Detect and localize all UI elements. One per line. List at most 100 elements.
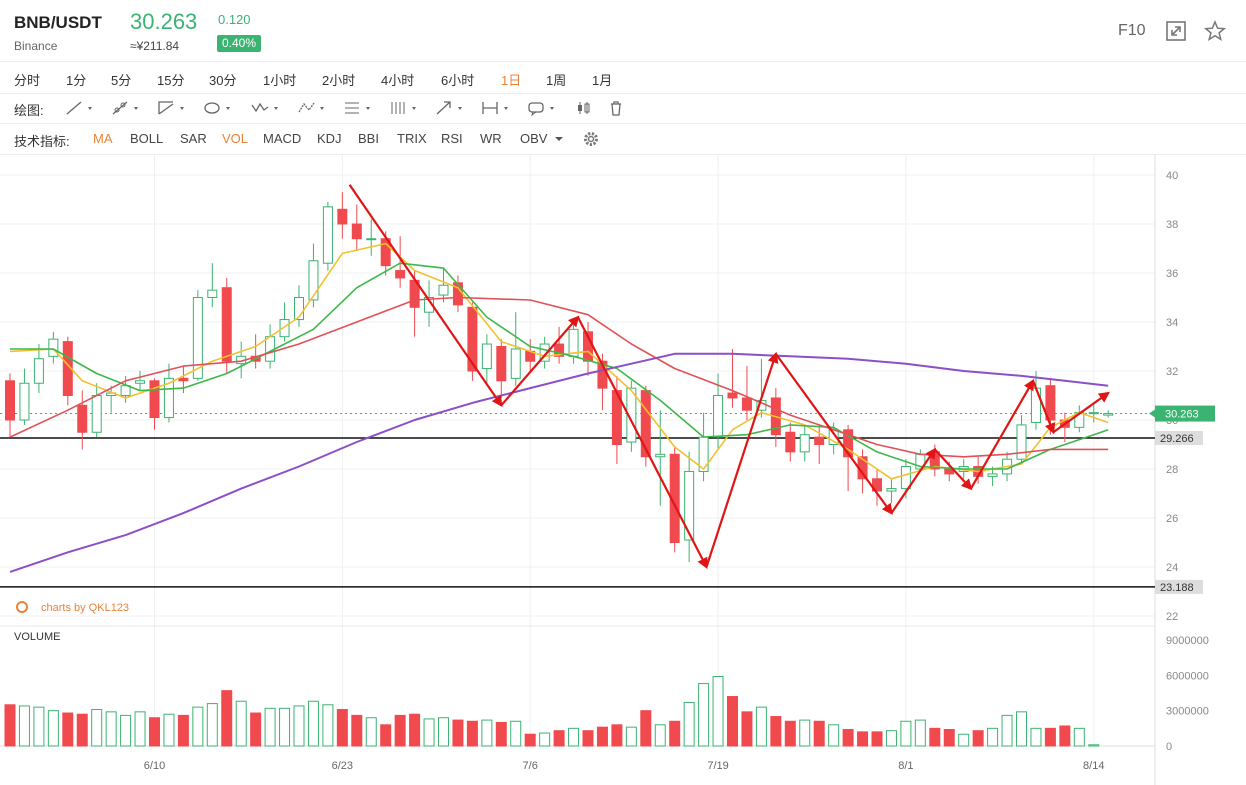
x-tick-label: 8/1 [898, 760, 913, 772]
volume-bar [871, 731, 883, 747]
ma-line-1 [10, 262, 1109, 470]
obv-dropdown-icon[interactable] [554, 134, 564, 144]
annotation-arrow [969, 378, 1035, 490]
candle-body [207, 289, 218, 298]
current-price-tag: 30.263 [1165, 409, 1199, 421]
indicator-trix[interactable]: TRIX [397, 131, 427, 146]
volume-tick-label: 6000000 [1166, 670, 1209, 682]
candle-body [727, 392, 738, 399]
volume-bar [438, 717, 449, 747]
volume-bar [1059, 725, 1071, 747]
candle-body [5, 380, 15, 421]
candle-body [481, 343, 492, 370]
change-percent-badge: 0.40% [217, 35, 262, 52]
y-tick-label: 28 [1166, 464, 1178, 476]
volume-tick-label: 0 [1166, 741, 1172, 753]
ellipse-tool-icon[interactable] [202, 99, 236, 117]
indicator-kdj[interactable]: KDJ [317, 131, 342, 146]
annotation-arrow [890, 447, 937, 514]
indicator-vol[interactable]: VOL [222, 131, 249, 146]
settings-gear-icon[interactable] [582, 130, 600, 148]
volume-bar [206, 703, 218, 747]
indicator-obv[interactable]: OBV [520, 131, 548, 146]
candle-body [163, 377, 174, 419]
volume-bar [654, 724, 666, 747]
volume-bar [900, 720, 912, 747]
candle-body [366, 238, 377, 241]
f10-button[interactable]: F10 [1118, 22, 1146, 39]
candle-body [785, 431, 796, 453]
vertical-lines-icon[interactable] [388, 99, 422, 117]
candle-body [900, 466, 911, 490]
timeframe-2[interactable]: 5分 [111, 73, 132, 88]
indicator-ma[interactable]: MA [93, 131, 113, 146]
volume-bar [18, 705, 30, 747]
x-tick-label: 7/19 [707, 760, 728, 772]
timeframe-7[interactable]: 4小时 [381, 73, 415, 88]
indicator-sar[interactable]: SAR [180, 131, 207, 146]
fib-tool-icon[interactable] [342, 99, 376, 117]
volume-bar [784, 720, 796, 747]
last-price: 30.263 [130, 9, 198, 34]
annotation-tool-icon[interactable] [526, 99, 560, 117]
indicator-macd[interactable]: MACD [263, 131, 302, 146]
candle-body [135, 380, 146, 384]
volume-bar [365, 717, 377, 747]
ray-tool-icon[interactable] [110, 99, 144, 117]
candle-body [337, 208, 348, 225]
channel-tool-icon[interactable] [156, 99, 190, 117]
candle-body [294, 297, 304, 321]
indicator-rsi[interactable]: RSI [441, 131, 463, 146]
indicator-wr[interactable]: WR [480, 131, 502, 146]
volume-bar [568, 727, 580, 747]
volume-bar [524, 733, 536, 747]
timeframe-11[interactable]: 1月 [592, 73, 613, 88]
timeframe-9[interactable]: 1日 [501, 73, 522, 88]
volume-bar [553, 730, 565, 747]
volume-bar [409, 713, 421, 747]
volume-bar [929, 727, 941, 747]
watermark-text: charts by QKL123 [41, 602, 129, 614]
trash-icon[interactable] [606, 99, 640, 117]
volume-bar [481, 719, 493, 747]
price-chart[interactable]: 4038363432302826242229.26623.18830.263ch… [0, 155, 1246, 785]
volume-bar [842, 729, 854, 747]
timeframe-0[interactable]: 分时 [14, 73, 41, 88]
candle-body [178, 377, 189, 382]
volume-bar [134, 711, 146, 747]
timeframe-10[interactable]: 1周 [546, 73, 567, 88]
range-tool-icon[interactable] [480, 99, 514, 117]
candle-body [438, 284, 449, 296]
y-tick-label: 36 [1166, 268, 1178, 280]
arrow-tool-icon[interactable] [434, 99, 468, 117]
volume-bar [293, 705, 305, 747]
candle-body [149, 380, 160, 419]
timeframe-1[interactable]: 1分 [66, 73, 87, 88]
volume-bar [163, 713, 175, 747]
volume-bar [466, 720, 478, 747]
timeframe-3[interactable]: 15分 [157, 73, 185, 88]
candle-type-icon[interactable] [574, 99, 608, 117]
indicator-bbi[interactable]: BBI [358, 131, 379, 146]
volume-bar [972, 730, 984, 747]
volume-bar [987, 727, 999, 747]
wave-tool-icon[interactable] [250, 99, 284, 117]
volume-bar [755, 706, 767, 747]
timeframe-4[interactable]: 30分 [209, 73, 237, 88]
pattern-tool-icon[interactable] [296, 99, 330, 117]
fullscreen-icon[interactable] [1165, 20, 1187, 42]
annotation-arrow [933, 448, 973, 491]
volume-bar [76, 713, 88, 747]
indicator-bar: 技术指标: MA BOLL SAR VOL MACD KDJ BBI TRIX RSI WR OBV [0, 124, 1246, 155]
timeframe-8[interactable]: 6小时 [441, 73, 475, 88]
timeframe-6[interactable]: 2小时 [322, 73, 356, 88]
favorite-star-icon[interactable] [1204, 20, 1226, 42]
pair-title: BNB/USDT [14, 13, 102, 32]
candle-body [395, 270, 406, 279]
indicator-boll[interactable]: BOLL [130, 131, 164, 146]
annotation-arrow [774, 353, 893, 515]
y-tick-label: 32 [1166, 366, 1178, 378]
timeframe-5[interactable]: 1小时 [263, 73, 297, 88]
annotation-arrow [576, 316, 708, 569]
line-tool-icon[interactable] [64, 99, 98, 117]
